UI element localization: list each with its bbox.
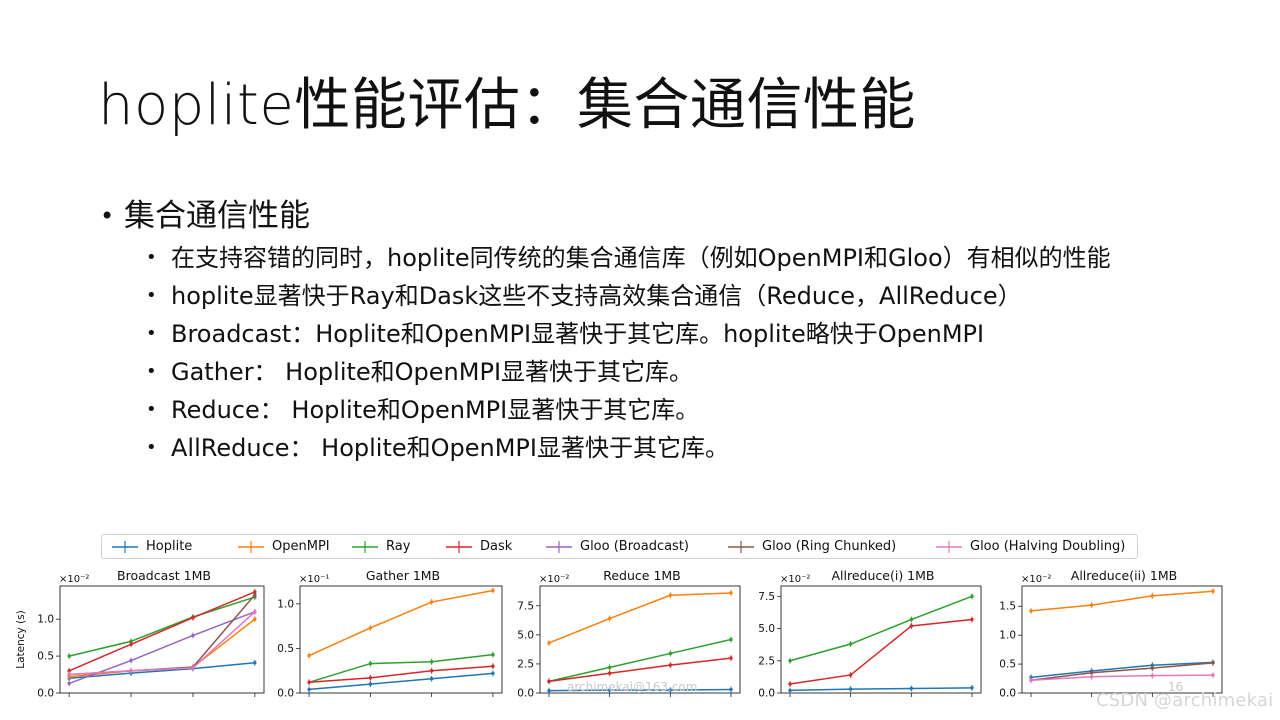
series-line xyxy=(308,589,494,657)
chart-title: Allreduce(ii) 1MB xyxy=(1071,568,1177,583)
legend-label: Dask xyxy=(480,539,513,554)
chart-title: Gather 1MB xyxy=(366,568,440,583)
legend-swatch-icon xyxy=(352,541,378,553)
y-tick-label: 0.5 xyxy=(999,659,1016,671)
plot-frame xyxy=(1021,585,1223,694)
scale-label: ×10⁻² xyxy=(1021,574,1051,585)
y-tick-label: 0.5 xyxy=(37,651,54,663)
y-tick-label: 1.0 xyxy=(999,630,1016,642)
scale-label: ×10⁻² xyxy=(539,574,569,585)
y-tick-label: 0.0 xyxy=(758,688,775,700)
chart-4: Allreduce(ii) 1MB ×10⁻² 0.0 0.5 1.0 1.5 xyxy=(999,568,1223,700)
bullet-level1: 集合通信性能 xyxy=(100,195,1210,237)
plot-frame xyxy=(780,585,982,694)
series-line xyxy=(69,611,256,676)
chart-row: Broadcast 1MB ×10⁻² 0.0 0.5 1.0 Latency (s) Ga… xyxy=(0,562,1280,720)
legend-swatch-icon xyxy=(728,541,754,553)
sub-bullet: Reduce： Hoplite和OpenMPI显著快于其它库。 xyxy=(146,395,1171,425)
plot-frame xyxy=(299,585,503,694)
series-line xyxy=(69,661,255,679)
legend-label: Gloo (Halving Doubling) xyxy=(970,539,1126,554)
sub-bullet: hoplite显著快于Ray和Dask这些不支持高效集合通信（Reduce，Al… xyxy=(146,281,1171,311)
bullet-list: 集合通信性能 在支持容错的同时，hoplite同传统的集合通信库（例如OpenM… xyxy=(100,195,1210,471)
legend-swatch-icon xyxy=(936,541,962,553)
y-tick-label: 0.5 xyxy=(277,643,294,655)
chart-title: Reduce 1MB xyxy=(603,568,681,583)
y-tick-label: 0.0 xyxy=(277,688,294,700)
sub-bullet: Broadcast：Hoplite和OpenMPI显著快于其它库。hoplite… xyxy=(146,319,1171,349)
chart-legend: Hoplite OpenMPI Ray Dask Gloo (Broadcast) Glo… xyxy=(101,534,1138,559)
y-tick-label: 7.5 xyxy=(758,591,775,603)
y-tick-label: 1.5 xyxy=(999,601,1016,613)
series-line xyxy=(548,688,732,692)
chart-2: Reduce 1MB ×10⁻² 0.0 2.5 5.0 7.5 xyxy=(517,568,741,700)
series-line xyxy=(309,665,493,684)
series-line xyxy=(548,638,732,683)
chart-0: Broadcast 1MB ×10⁻² 0.0 0.5 1.0 Latency (s) xyxy=(15,568,265,700)
y-tick-label: 0.0 xyxy=(999,688,1016,700)
y-axis-label: Latency (s) xyxy=(15,610,27,669)
scale-label: ×10⁻² xyxy=(59,574,89,585)
series-line xyxy=(548,657,732,683)
scale-label: ×10⁻¹ xyxy=(299,574,329,585)
csdn-watermark: CSDN @archimekai xyxy=(1096,690,1274,711)
series-line xyxy=(1030,662,1214,682)
legend-label: OpenMPI xyxy=(272,539,330,554)
y-tick-label: 1.0 xyxy=(277,598,294,610)
chart-title: Allreduce(i) 1MB xyxy=(832,568,935,583)
series-line xyxy=(69,596,256,657)
plot-frame xyxy=(59,585,265,694)
scale-label: ×10⁻² xyxy=(780,574,810,585)
legend-label: Gloo (Broadcast) xyxy=(580,539,690,554)
y-tick-label: 5.0 xyxy=(758,623,775,635)
sub-bullet: Gather： Hoplite和OpenMPI显著快于其它库。 xyxy=(146,357,1171,387)
legend-swatch-icon xyxy=(546,541,572,553)
series-line xyxy=(789,687,973,692)
charts-svg: Broadcast 1MB ×10⁻² 0.0 0.5 1.0 Latency (s) Ga… xyxy=(15,568,1223,700)
series-line xyxy=(308,653,493,684)
legend-swatch-icon xyxy=(238,541,264,553)
series-line xyxy=(1030,674,1214,682)
legend-label: Ray xyxy=(386,539,411,554)
sub-bullet: 在支持容错的同时，hoplite同传统的集合通信库（例如OpenMPI和Gloo… xyxy=(146,243,1171,273)
series-line xyxy=(789,618,973,685)
series-line xyxy=(548,592,732,644)
legend-swatch-icon xyxy=(112,541,138,553)
legend-swatch-icon xyxy=(446,541,472,553)
y-tick-label: 5.0 xyxy=(517,629,534,641)
chart-3: Allreduce(i) 1MB ×10⁻² 0.0 2.5 5.0 7.5 xyxy=(758,568,982,700)
y-tick-label: 2.5 xyxy=(517,658,534,670)
legend-label: Gloo (Ring Chunked) xyxy=(762,539,897,554)
y-tick-label: 0.0 xyxy=(37,688,54,700)
slide-title: hoplite性能评估：集合通信性能 xyxy=(98,73,916,138)
series-line xyxy=(1030,661,1214,679)
y-tick-label: 2.5 xyxy=(758,655,775,667)
series-line xyxy=(68,591,256,672)
email-watermark: archimekai@163.com xyxy=(567,680,698,694)
series-line xyxy=(789,595,973,662)
y-tick-label: 1.0 xyxy=(37,614,54,626)
y-tick-label: 0.0 xyxy=(517,688,534,700)
y-tick-label: 7.5 xyxy=(517,600,534,612)
sub-bullet: AllReduce： Hoplite和OpenMPI显著快于其它库。 xyxy=(146,433,1171,463)
legend-label: Hoplite xyxy=(146,539,193,554)
series-line xyxy=(309,672,493,691)
page-number: 16 xyxy=(1168,680,1184,694)
plot-frame xyxy=(539,585,741,694)
series-line xyxy=(1030,590,1214,612)
chart-title: Broadcast 1MB xyxy=(117,568,211,583)
chart-1: Gather 1MB ×10⁻¹ 0.0 0.5 1.0 xyxy=(277,568,503,700)
